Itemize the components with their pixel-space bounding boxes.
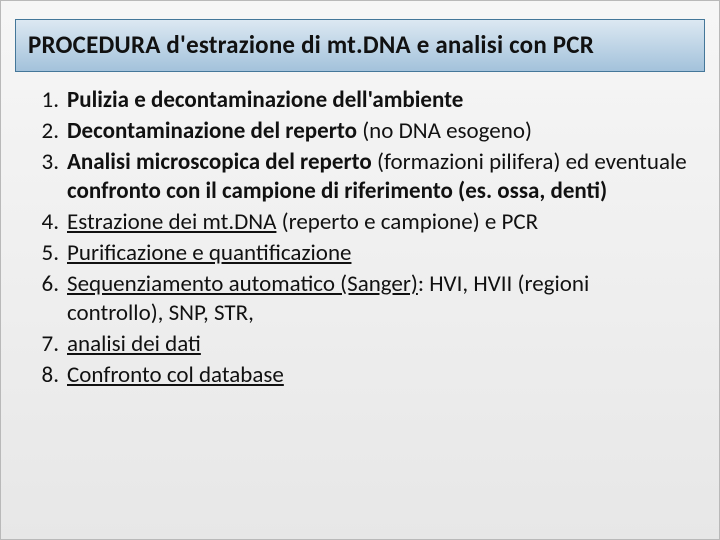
ordered-list: Pulizia e decontaminazione dell'ambiente… bbox=[53, 86, 689, 390]
list-item: Confronto col database bbox=[53, 361, 689, 390]
list-item: analisi dei dati bbox=[53, 330, 689, 359]
list-item: Analisi microscopica del reperto (formaz… bbox=[53, 148, 689, 206]
title-box: PROCEDURA d'estrazione di mt.DNA e anali… bbox=[15, 19, 705, 72]
list-item: Decontaminazione del reperto (no DNA eso… bbox=[53, 117, 689, 146]
list-item: Pulizia e decontaminazione dell'ambiente bbox=[53, 86, 689, 115]
list-item: Purificazione e quantificazione bbox=[53, 239, 689, 268]
slide: PROCEDURA d'estrazione di mt.DNA e anali… bbox=[0, 0, 720, 540]
list-item: Sequenziamento automatico (Sanger): HVI,… bbox=[53, 270, 689, 328]
list-item: Estrazione dei mt.DNA (reperto e campion… bbox=[53, 208, 689, 237]
procedure-list: Pulizia e decontaminazione dell'ambiente… bbox=[53, 86, 689, 390]
slide-title: PROCEDURA d'estrazione di mt.DNA e anali… bbox=[28, 29, 692, 60]
